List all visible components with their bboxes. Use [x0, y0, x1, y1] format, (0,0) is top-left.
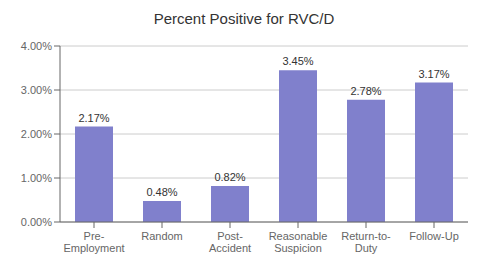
svg-text:3.00%: 3.00% — [21, 84, 52, 96]
svg-text:3.17%: 3.17% — [418, 68, 449, 80]
svg-text:Post-Accident: Post-Accident — [209, 230, 251, 255]
svg-text:3.45%: 3.45% — [282, 55, 313, 67]
svg-text:0.48%: 0.48% — [146, 186, 177, 198]
svg-text:0.82%: 0.82% — [214, 171, 245, 183]
svg-text:Return-to-Duty: Return-to-Duty — [341, 230, 391, 255]
html-text:Percent Positive for RVC/D: Percent Positive for RVC/D — [153, 10, 335, 27]
svg-text:1.00%: 1.00% — [21, 172, 52, 184]
svg-text:Follow-Up: Follow-Up — [409, 230, 459, 242]
svg-text:2.78%: 2.78% — [350, 85, 381, 97]
svg-text:2.00%: 2.00% — [21, 128, 52, 140]
svg-text:2.17%: 2.17% — [78, 112, 109, 124]
svg-text:4.00%: 4.00% — [21, 40, 52, 52]
svg-text:ReasonableSuspicion: ReasonableSuspicion — [269, 230, 328, 255]
svg-text:0.00%: 0.00% — [21, 216, 52, 228]
svg-text:Random: Random — [141, 230, 183, 242]
svg-text:Pre-Employment: Pre-Employment — [63, 230, 124, 255]
